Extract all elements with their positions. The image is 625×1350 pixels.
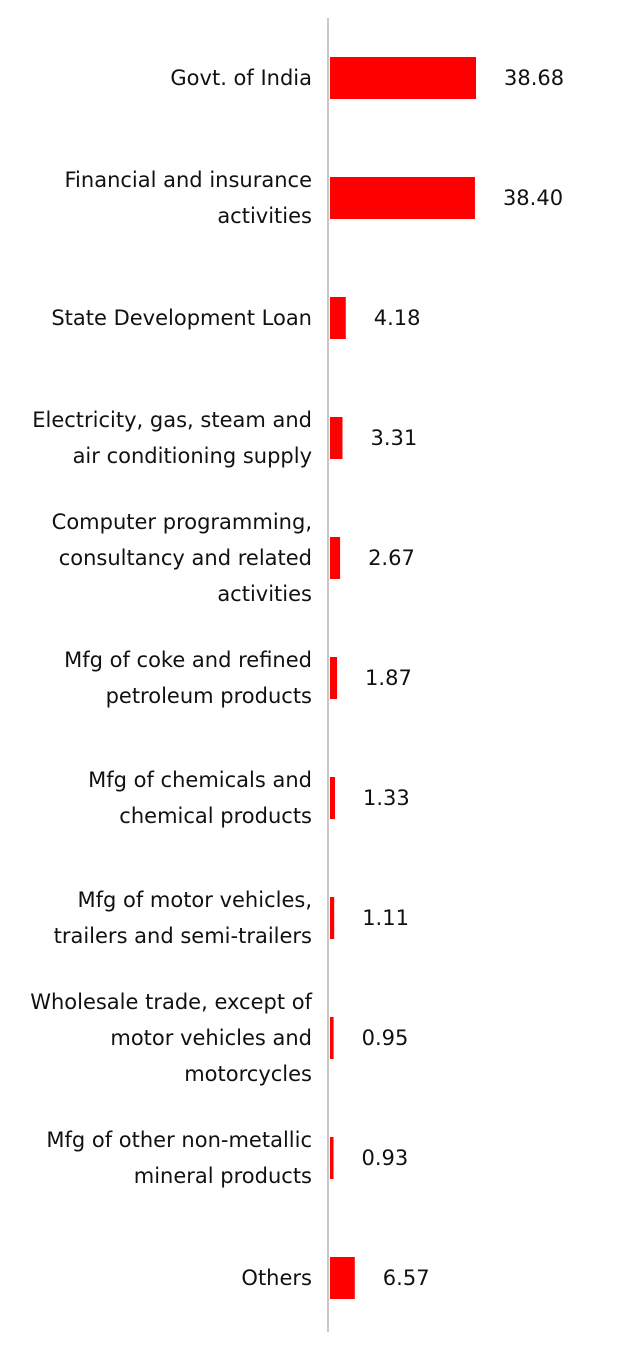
category-label-line: Mfg of motor vehicles, [77,888,312,912]
bar-4 [330,537,341,579]
category-label-0: Govt. of India [170,66,312,90]
category-label-line: chemical products [119,804,312,828]
value-label-2: 4.18 [374,306,421,330]
category-label-6: Mfg of chemicals and chemical products [88,768,312,828]
value-label-0: 38.68 [504,66,564,90]
category-label-line: activities [217,204,312,228]
bar-3 [330,417,343,459]
category-label-line: Computer programming, [52,510,312,534]
category-label-10: Others [241,1266,312,1290]
category-label-line: motor vehicles and [110,1026,312,1050]
bar-5 [330,657,338,699]
category-label-line: Mfg of chemicals and [88,768,312,792]
bar-9 [330,1137,334,1179]
category-label-line: Govt. of India [170,66,312,90]
bar-0 [330,57,476,99]
value-labels-group: 38.68 38.40 4.18 3.31 2.67 1.87 1.33 1.11 0.95 0.… [362,66,565,1290]
bar-6 [330,777,336,819]
value-label-8: 0.95 [362,1026,409,1050]
category-label-line: consultancy and related [59,546,312,570]
category-labels-group: Govt. of India Financial and insurance act… [30,66,312,1290]
category-label-8: Wholesale trade, except of motor vehicles… [30,990,312,1086]
category-label-line: petroleum products [106,684,312,708]
category-label-line: motorcycles [184,1062,312,1086]
category-label-line: air conditioning supply [73,444,312,468]
bars-group [330,57,476,1299]
category-label-4: Computer programming, consultancy and rel… [52,510,312,606]
bar-8 [330,1017,334,1059]
category-label-7: Mfg of motor vehicles, trailers and semi-… [54,888,312,948]
category-label-3: Electricity, gas, steam and air condition… [32,408,312,468]
value-label-7: 1.11 [362,906,409,930]
bar-1 [330,177,475,219]
category-label-line: Financial and insurance [65,168,313,192]
category-label-line: trailers and semi-trailers [54,924,312,948]
value-label-6: 1.33 [363,786,410,810]
category-label-line: mineral products [134,1164,312,1188]
value-label-9: 0.93 [362,1146,409,1170]
category-label-line: State Development Loan [51,306,312,330]
category-label-9: Mfg of other non-metallic mineral product… [46,1128,312,1188]
category-label-line: Wholesale trade, except of [30,990,312,1014]
value-label-5: 1.87 [365,666,412,690]
category-label-line: Electricity, gas, steam and [32,408,312,432]
value-label-10: 6.57 [383,1266,430,1290]
category-label-1: Financial and insurance activities [65,168,313,228]
category-label-line: activities [217,582,312,606]
category-label-line: Others [241,1266,312,1290]
bar-10 [330,1257,355,1299]
value-label-4: 2.67 [368,546,415,570]
category-label-2: State Development Loan [51,306,312,330]
value-label-1: 38.40 [503,186,563,210]
value-label-3: 3.31 [370,426,417,450]
category-label-line: Mfg of other non-metallic [46,1128,312,1152]
bar-7 [330,897,335,939]
category-label-line: Mfg of coke and refined [64,648,312,672]
category-label-5: Mfg of coke and refined petroleum product… [64,648,312,708]
bar-2 [330,297,346,339]
